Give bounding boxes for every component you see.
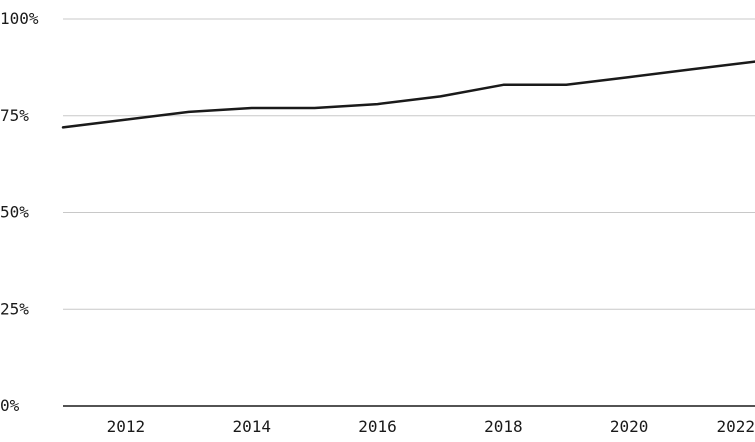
y-tick-label: 75%: [0, 106, 29, 125]
y-axis-tick-labels: 0% 25% 50% 75% 100%: [0, 9, 39, 415]
x-tick-label: 2012: [107, 417, 146, 436]
x-tick-label: 2014: [232, 417, 271, 436]
x-tick-label: 2022: [716, 417, 755, 436]
y-tick-label: 0%: [0, 396, 20, 415]
series-line-0: [61, 60, 755, 129]
x-tick-label: 2016: [358, 417, 397, 436]
y-tick-label: 50%: [0, 203, 29, 222]
x-tick-label: 2018: [484, 417, 523, 436]
gridlines: [63, 18, 755, 310]
y-tick-label: 25%: [0, 299, 29, 318]
x-axis-tick-labels: 2012 2014 2016 2018 2020 2022: [107, 417, 755, 436]
series-layer: [61, 60, 755, 129]
y-tick-label: 100%: [0, 9, 39, 28]
x-tick-label: 2020: [610, 417, 649, 436]
